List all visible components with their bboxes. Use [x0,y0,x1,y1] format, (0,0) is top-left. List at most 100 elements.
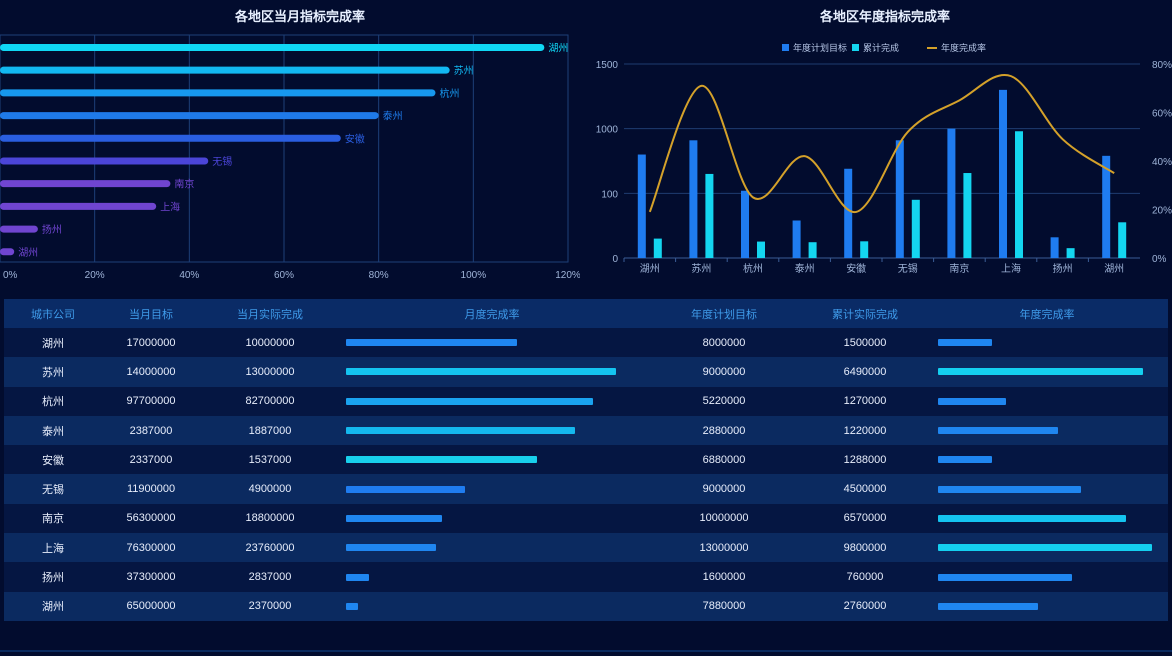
cell-month-target: 56300000 [126,512,176,525]
header-year-actual: 累计实际完成 [832,308,898,321]
right-x-tick-label: 湖州 [1104,263,1124,275]
cell-year-rate [926,573,1168,581]
left-bar [0,134,341,142]
cell-month-actual: 1887000 [248,424,292,437]
left-bar [0,89,436,97]
header-month-target: 当月目标 [129,308,173,321]
right-y2-tick-label: 60% [1152,109,1172,120]
right-x-tick-label: 安徽 [846,262,866,275]
cell-year-actual: 6490000 [843,365,887,378]
right-chart-title: 各地区年度指标完成率 [819,9,950,24]
cell-month-actual: 23760000 [245,541,295,554]
month-rate-bar [346,339,518,347]
plan-bar [741,190,749,258]
plan-bar [637,154,646,258]
right-x-tick-label: 苏州 [691,262,711,275]
year-rate-bar [938,485,1081,493]
year-rate-bar [938,544,1152,552]
plan-bar [844,168,853,258]
cell-month-target: 14000000 [126,365,176,378]
cell-year-rate [926,397,1168,405]
actual-bar [860,241,869,258]
left-bar [0,248,15,256]
cell-city: 泰州 [42,425,64,438]
table-body: 湖州 17000000 10000000 8000000 1500000 苏州 140000… [4,328,1168,621]
month-rate-bar [346,544,436,552]
right-y-tick-label: 1000 [596,125,619,136]
right-y2-tick-label: 40% [1152,157,1172,168]
cell-year-rate [926,602,1168,610]
plan-bar [999,89,1007,258]
year-rate-bar [938,456,993,464]
cell-year-actual: 4500000 [843,483,887,496]
cell-month-target: 97700000 [126,395,176,408]
legend-label: 累计完成 [863,42,899,53]
left-bar-label: 安徽 [345,132,365,145]
cell-year-target: 8000000 [702,336,746,349]
actual-bar [911,199,920,258]
cell-year-actual: 1288000 [843,453,887,466]
cell-city: 湖州 [42,337,64,350]
header-month-rate: 月度完成率 [464,308,520,321]
left-bar-label: 苏州 [454,64,474,77]
cell-month-target: 76300000 [126,541,176,554]
cell-year-rate [926,339,1168,347]
cell-month-rate [340,602,644,610]
left-bar-label: 湖州 [548,42,568,54]
right-y2-tick-label: 0% [1152,254,1167,265]
cell-month-target: 17000000 [126,336,176,349]
right-x-tick-label: 杭州 [743,262,763,275]
cell-month-rate [340,339,644,347]
cell-month-actual: 1537000 [248,453,292,466]
cell-year-target: 13000000 [699,541,749,554]
actual-bar [1066,248,1075,258]
left-bar-label: 杭州 [439,87,459,100]
left-bar [0,112,379,120]
right-y2-tick-label: 20% [1152,206,1172,217]
cell-month-actual: 13000000 [245,365,295,378]
right-x-tick-label: 湖州 [640,263,660,275]
right-combo-chart: 年度计划目标 累计完成 年度完成率 0 100 1000 1500 0% 20% 40% 60% 80… [596,42,1172,275]
table-row: 湖州 65000000 2370000 7880000 2760000 [4,591,1168,621]
header-city: 城市公司 [31,308,75,321]
table-row: 泰州 2387000 1887000 2880000 1220000 [4,415,1168,446]
left-x-tick-label: 100% [461,270,487,281]
plan-bar [689,140,698,258]
right-y2-tick-label: 80% [1152,60,1172,71]
left-bar [0,225,38,233]
left-bar-label: 南京 [174,178,194,191]
month-rate-bar [346,397,593,405]
year-rate-bar [938,514,1127,522]
left-x-tick-label: 0% [3,270,18,281]
right-x-tick-label: 泰州 [795,262,815,275]
cell-city: 杭州 [42,396,64,409]
cell-month-rate [340,368,644,376]
month-rate-bar [346,427,576,435]
month-rate-bar [346,456,538,464]
left-bar [0,66,450,74]
left-x-tick-label: 40% [179,270,199,281]
cell-city: 无锡 [42,484,64,497]
actual-bar [653,238,662,258]
table-row: 上海 76300000 23760000 13000000 9800000 [4,533,1168,563]
data-table: 城市公司 当月目标 当月实际完成 月度完成率 年度计划目标 累计实际完成 年度完… [4,299,1168,621]
left-x-tick-label: 60% [274,270,294,281]
plan-bar [895,140,904,258]
cell-month-actual: 2370000 [248,600,292,613]
bottom-divider [0,650,1172,652]
month-rate-bar [346,573,370,581]
cell-year-target: 1600000 [702,571,746,584]
cell-month-target: 65000000 [126,600,176,613]
table-row: 湖州 17000000 10000000 8000000 1500000 [4,328,1168,358]
cell-month-actual: 82700000 [245,395,295,408]
legend-label: 年度计划目标 [793,42,847,53]
year-rate-bar [938,573,1072,581]
year-rate-bar [938,397,1007,405]
legend-label: 年度完成率 [941,42,986,53]
cell-month-rate [340,573,644,581]
right-y-tick-label: 100 [601,189,618,200]
year-rate-bar [938,602,1038,610]
table-row: 无锡 11900000 4900000 9000000 4500000 [4,474,1168,504]
legend-swatch [852,44,859,51]
cell-year-target: 9000000 [702,365,746,378]
